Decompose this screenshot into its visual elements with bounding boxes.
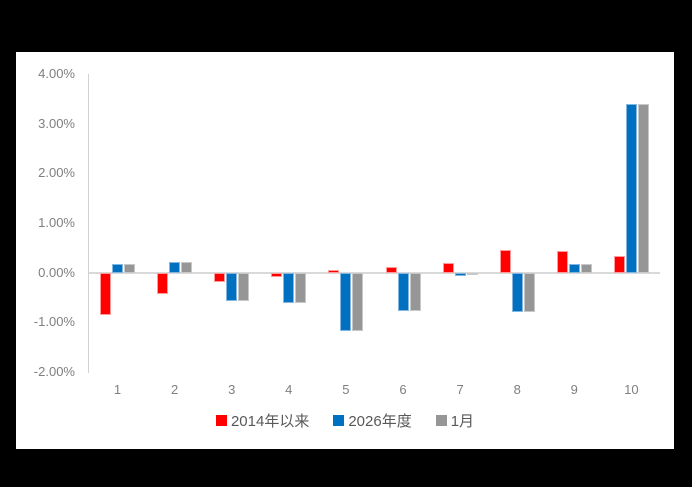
bar-1月-cat8	[523, 272, 535, 313]
bar-2014年以来-cat5	[328, 270, 340, 273]
bar-2026年度-cat1	[112, 264, 124, 273]
bar-2014年以来-cat10	[613, 256, 625, 273]
x-tick-label: 9	[570, 382, 578, 397]
bar-2026年度-cat2	[169, 261, 181, 273]
bar-2014年以来-cat1	[100, 272, 112, 315]
bar-2026年度-cat3	[226, 272, 238, 302]
bar-2026年度-cat4	[283, 272, 295, 304]
bar-2014年以来-cat8	[499, 250, 511, 273]
chart-canvas: 4.00% 3.00% 2.00% 1.00% 0.00% -1.00% -2.00% 1 2…	[16, 52, 674, 449]
bar-1月-cat6	[409, 272, 421, 311]
legend-swatch-blue	[333, 414, 345, 426]
y-tick-label: 0.00%	[38, 264, 75, 280]
legend-item-jan: 1月	[435, 410, 475, 431]
plot-area	[89, 74, 660, 372]
bar-2026年度-cat5	[340, 272, 352, 331]
x-tick-label: 4	[285, 382, 293, 397]
bar-1月-cat7	[466, 272, 478, 276]
legend-label: 1月	[450, 412, 475, 430]
bar-2026年度-cat8	[511, 272, 523, 313]
y-tick-label: 1.00%	[38, 215, 75, 230]
bar-1月-cat10	[637, 103, 649, 273]
x-tick-label: 5	[342, 382, 350, 397]
bar-2014年以来-cat6	[385, 267, 397, 273]
x-tick-label: 8	[513, 382, 521, 397]
y-tick-label: -1.00%	[33, 314, 75, 330]
y-tick-label: 4.00%	[38, 66, 75, 81]
bar-1月-cat3	[238, 272, 250, 301]
legend: 2014年以来 2026年度 1月	[16, 408, 674, 432]
bar-1月-cat2	[181, 261, 193, 273]
x-tick-label: 1	[113, 382, 122, 397]
bar-2014年以来-cat2	[157, 272, 169, 294]
bar-1月-cat5	[352, 272, 364, 331]
x-tick-label: 3	[228, 382, 236, 397]
bar-1月-cat1	[124, 264, 136, 273]
bar-2026年度-cat9	[568, 263, 580, 273]
x-tick-label: 2	[170, 382, 179, 397]
x-tick-label: 6	[399, 382, 407, 397]
bar-2026年度-cat10	[625, 103, 637, 273]
legend-label: 2014年以来	[230, 412, 310, 430]
legend-item-2014: 2014年以来	[215, 410, 310, 431]
legend-swatch-red	[215, 414, 227, 426]
bar-1月-cat9	[580, 263, 592, 273]
y-tick-label: 2.00%	[38, 165, 75, 181]
bar-2014年以来-cat9	[556, 251, 568, 273]
legend-swatch-gray	[435, 414, 447, 426]
y-tick-label: 3.00%	[38, 115, 75, 131]
y-tick-label: -2.00%	[33, 364, 75, 379]
x-tick-label: 7	[456, 382, 464, 397]
x-tick-label: 10	[624, 382, 639, 397]
legend-item-2026: 2026年度	[333, 410, 412, 431]
y-axis-line	[88, 74, 89, 373]
zero-gridline	[89, 271, 660, 274]
bar-1月-cat4	[295, 272, 307, 304]
bar-2014年以来-cat7	[442, 263, 454, 273]
legend-label: 2026年度	[348, 412, 412, 430]
bar-2026年度-cat7	[454, 272, 466, 277]
bar-2014年以来-cat3	[214, 272, 226, 282]
bar-2014年以来-cat4	[271, 272, 283, 277]
bar-2026年度-cat6	[397, 272, 409, 312]
